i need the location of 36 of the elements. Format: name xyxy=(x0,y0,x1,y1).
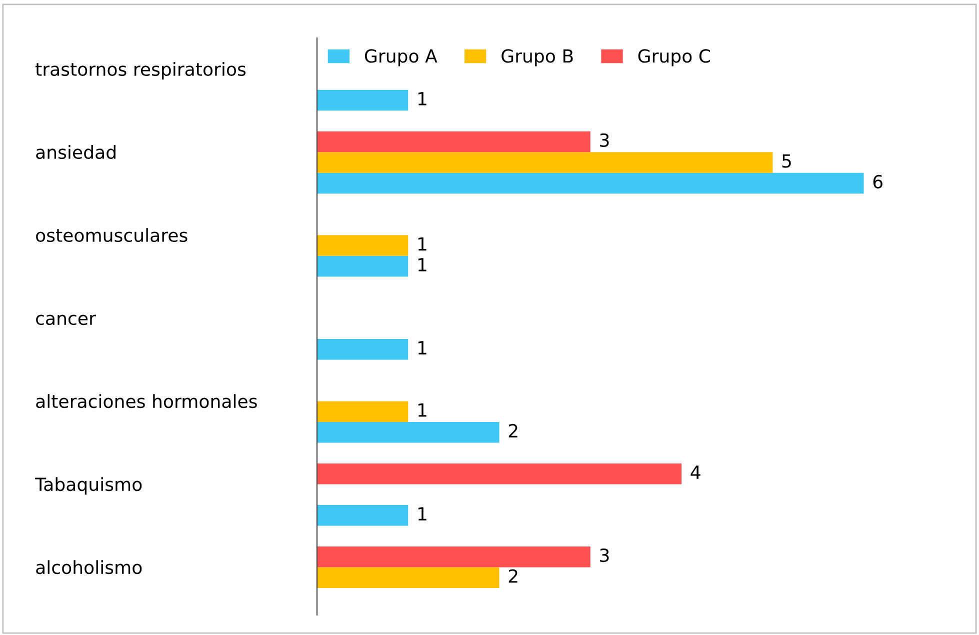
bar xyxy=(317,463,682,484)
data-label: 1 xyxy=(418,403,426,417)
y-tick-label: cancer xyxy=(36,314,96,326)
bar xyxy=(317,256,408,277)
data-label: 2 xyxy=(508,424,518,438)
y-tick-label: Tabaquismo xyxy=(35,477,142,495)
bar xyxy=(317,338,408,360)
data-label: 6 xyxy=(873,174,882,189)
bar xyxy=(317,546,590,568)
bar xyxy=(317,235,408,256)
y-tick-label: alcoholismo xyxy=(36,560,142,574)
y-tick-label: alteraciones hormonales xyxy=(36,394,257,408)
data-label: 3 xyxy=(600,548,609,562)
y-tick-label: osteomusculares xyxy=(36,228,188,242)
data-label: 1 xyxy=(418,341,426,354)
bar xyxy=(317,131,590,152)
bar xyxy=(317,422,500,443)
data-label: 1 xyxy=(418,92,426,106)
bar xyxy=(317,401,408,422)
data-label: 2 xyxy=(508,569,518,583)
y-tick-label: trastornos respiratorios xyxy=(36,62,246,80)
data-label: 1 xyxy=(418,258,426,272)
legend-label: Grupo B xyxy=(502,49,573,66)
data-label: 1 xyxy=(418,507,426,520)
data-label: 5 xyxy=(782,154,791,168)
y-tick-label: ansiedad xyxy=(36,145,116,160)
data-label: 4 xyxy=(690,466,700,479)
bar xyxy=(317,504,408,526)
bar xyxy=(317,172,864,194)
data-label: 1 xyxy=(418,237,426,251)
data-label: 3 xyxy=(600,133,609,148)
bar xyxy=(317,567,500,588)
bar xyxy=(317,90,408,111)
bar xyxy=(317,152,773,173)
legend-label: Grupo A xyxy=(364,49,438,66)
legend-label: Grupo C xyxy=(638,49,710,66)
